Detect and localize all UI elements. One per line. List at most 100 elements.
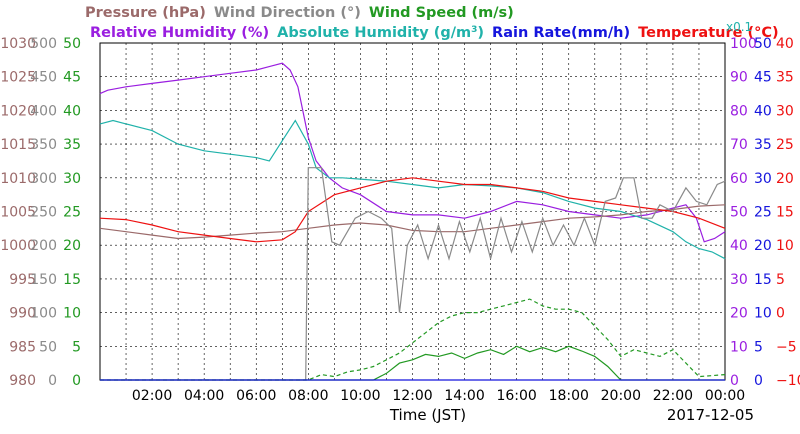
right-tick-label: 35 — [776, 70, 794, 86]
x-tick-label: 00:00 — [705, 388, 745, 404]
x-tick-label: 16:00 — [496, 388, 536, 404]
left-tick-label: 100 — [30, 306, 57, 322]
left-tick-label: 5 — [72, 339, 81, 355]
series-layer — [99, 62, 726, 381]
x-tick-label: 12:00 — [392, 388, 432, 404]
legend-entry: Wind Direction (°) — [214, 5, 361, 21]
absolute-humidity-scale-note: x0.1 — [726, 20, 752, 34]
series-line-wind-speed — [100, 345, 725, 381]
series-line-pressure — [99, 204, 726, 240]
right-tick-label: 10 — [754, 306, 772, 322]
right-tick-label: 50 — [730, 205, 748, 221]
x-tick-label: 08:00 — [288, 388, 328, 404]
left-tick-label: 200 — [30, 238, 57, 254]
right-tick-label: 0 — [730, 373, 739, 389]
right-tick-label: −10 — [776, 373, 800, 389]
right-tick-label: 20 — [754, 238, 772, 254]
right-tick-label: −5 — [776, 339, 797, 355]
legend-entry: Relative Humidity (%) — [90, 25, 269, 41]
left-tick-label: 1025 — [0, 70, 36, 86]
x-tick-label: 14:00 — [444, 388, 484, 404]
x-tick-label: 04:00 — [184, 388, 224, 404]
left-tick-label: 150 — [30, 272, 57, 288]
right-tick-label: 70 — [730, 137, 748, 153]
left-tick-label: 1000 — [0, 238, 36, 254]
x-tick-label: 02:00 — [132, 388, 172, 404]
right-tick-label: 0 — [754, 373, 763, 389]
left-tick-label: 1005 — [0, 205, 36, 221]
left-tick-label: 250 — [30, 205, 57, 221]
date-label: 2017-12-05 — [667, 406, 754, 424]
left-tick-label: 990 — [9, 306, 36, 322]
right-tick-label: 40 — [776, 36, 794, 52]
legend-entry: Temperature (°C) — [638, 25, 779, 41]
left-tick-label: 980 — [9, 373, 36, 389]
right-axes: 1009080706050403020100504540353025201510… — [730, 36, 800, 389]
legend-entry: Wind Speed (m/s) — [369, 5, 514, 21]
legend-entry: Rain Rate(mm/h) — [492, 25, 630, 41]
series-line-wind-gust — [100, 298, 726, 381]
x-axis: 02:00 04:00 06:00 08:00 10:00 12:00 14:00 16:00… — [132, 388, 745, 404]
legend-entry: Pressure (hPa) — [85, 5, 206, 21]
grid — [100, 43, 725, 380]
x-tick-label: 06:00 — [236, 388, 276, 404]
right-tick-label: 15 — [754, 272, 772, 288]
left-tick-label: 10 — [63, 306, 81, 322]
right-tick-label: 25 — [754, 205, 772, 221]
left-tick-label: 20 — [63, 238, 81, 254]
left-axes: 1030102510201015101010051000995990985980… — [0, 36, 81, 389]
x-axis-label: Time (JST) — [389, 406, 466, 424]
left-tick-label: 25 — [63, 205, 81, 221]
left-tick-label: 15 — [63, 272, 81, 288]
left-tick-label: 1030 — [0, 36, 36, 52]
series-line-temperature — [99, 177, 726, 243]
x-tick-label: 18:00 — [549, 388, 589, 404]
left-tick-label: 985 — [9, 339, 36, 355]
right-tick-label: 20 — [730, 306, 748, 322]
left-tick-label: 45 — [63, 70, 81, 86]
right-tick-label: 10 — [730, 339, 748, 355]
left-tick-label: 35 — [63, 137, 81, 153]
left-tick-label: 450 — [30, 70, 57, 86]
series-line-wind-direction — [100, 167, 726, 381]
right-tick-label: 30 — [730, 272, 748, 288]
legend-entry: Absolute Humidity (g/m3) — [277, 25, 484, 41]
right-tick-label: 60 — [730, 171, 748, 187]
right-tick-label: 45 — [754, 70, 772, 86]
left-tick-label: 1020 — [0, 103, 36, 119]
right-tick-label: 90 — [730, 70, 748, 86]
right-tick-label: 15 — [776, 205, 794, 221]
right-tick-label: 35 — [754, 137, 772, 153]
right-tick-label: 0 — [776, 306, 785, 322]
left-tick-label: 50 — [63, 36, 81, 52]
right-tick-label: 100 — [730, 36, 757, 52]
right-tick-label: 40 — [730, 238, 748, 254]
series-line-relative-humidity — [99, 62, 726, 243]
right-tick-label: 5 — [776, 272, 785, 288]
left-tick-label: 500 — [30, 36, 57, 52]
left-tick-label: 30 — [63, 171, 81, 187]
right-tick-label: 10 — [776, 238, 794, 254]
left-tick-label: 300 — [30, 171, 57, 187]
left-tick-label: 0 — [72, 373, 81, 389]
x-tick-label: 20:00 — [601, 388, 641, 404]
left-tick-label: 0 — [48, 373, 57, 389]
left-tick-label: 1015 — [0, 137, 36, 153]
right-tick-label: 30 — [754, 171, 772, 187]
right-tick-label: 30 — [776, 103, 794, 119]
right-tick-label: 50 — [754, 36, 772, 52]
right-tick-label: 5 — [754, 339, 763, 355]
right-tick-label: 80 — [730, 103, 748, 119]
right-tick-label: 25 — [776, 137, 794, 153]
left-tick-label: 350 — [30, 137, 57, 153]
left-tick-label: 400 — [30, 103, 57, 119]
x-tick-label: 10:00 — [340, 388, 380, 404]
left-tick-label: 40 — [63, 103, 81, 119]
left-tick-label: 995 — [9, 272, 36, 288]
legend: Pressure (hPa) Wind Direction (°) Wind Spe… — [85, 5, 779, 41]
right-tick-label: 20 — [776, 171, 794, 187]
left-tick-label: 1010 — [0, 171, 36, 187]
x-tick-label: 22:00 — [653, 388, 693, 404]
left-tick-label: 50 — [39, 339, 57, 355]
